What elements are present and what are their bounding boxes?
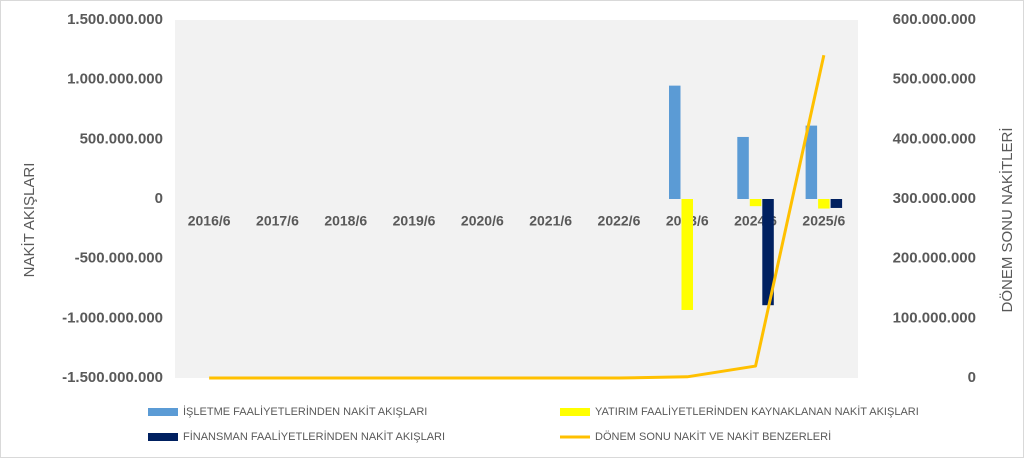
legend-swatch [148,408,178,416]
bar [805,125,818,199]
legend-label: İŞLETME FAALİYETLERİNDEN NAKİT AKIŞLARI [183,405,427,418]
y2-tick-label: 300.000.000 [893,190,976,207]
bar [669,85,681,199]
y-tick-label: 1.000.000.000 [67,71,163,88]
x-tick-label: 2016/6 [188,213,231,229]
y-tick-label: 1.500.000.000 [67,11,163,28]
legend-swatch [148,433,178,441]
x-tick-label: 2022/6 [598,213,641,229]
x-tick-label: 2025/6 [802,213,845,229]
bar [818,199,830,209]
legend-label: YATIRIM FAALİYETLERİNDEN KAYNAKLANAN NAK… [595,405,919,418]
x-tick-label: 2020/6 [461,213,504,229]
y-tick-label: -1.000.000.000 [62,309,163,326]
bar [737,136,749,199]
y2-axis-title: DÖNEM SONU NAKİTLERİ [998,127,1016,312]
y2-tick-label: 200.000.000 [893,250,976,267]
y-tick-label: 500.000.000 [80,130,163,147]
bar [681,199,693,310]
legend-swatch [560,408,590,416]
y2-tick-label: 100.000.000 [893,309,976,326]
y-axis-title: NAKİT AKIŞLARI [20,163,38,278]
x-tick-label: 2019/6 [393,213,436,229]
y2-tick-label: 500.000.000 [893,71,976,88]
bar [762,199,774,306]
y2-tick-label: 600.000.000 [893,11,976,28]
x-tick-label: 2018/6 [324,213,367,229]
x-tick-label: 2021/6 [529,213,572,229]
y2-tick-label: 400.000.000 [893,130,976,147]
y-tick-label: 0 [155,190,163,207]
line [209,54,826,380]
y2-tick-label: 0 [968,369,976,386]
y-tick-label: -1.500.000.000 [62,369,163,386]
legend-label: FİNANSMAN FAALİYETLERİNDEN NAKİT AKIŞLAR… [183,430,445,443]
bar [749,199,762,207]
x-tick-label: 2017/6 [256,213,299,229]
y-tick-label: -500.000.000 [75,250,163,267]
bar [830,199,843,208]
legend-label: DÖNEM SONU NAKİT VE NAKİT BENZERLERİ [595,430,831,443]
